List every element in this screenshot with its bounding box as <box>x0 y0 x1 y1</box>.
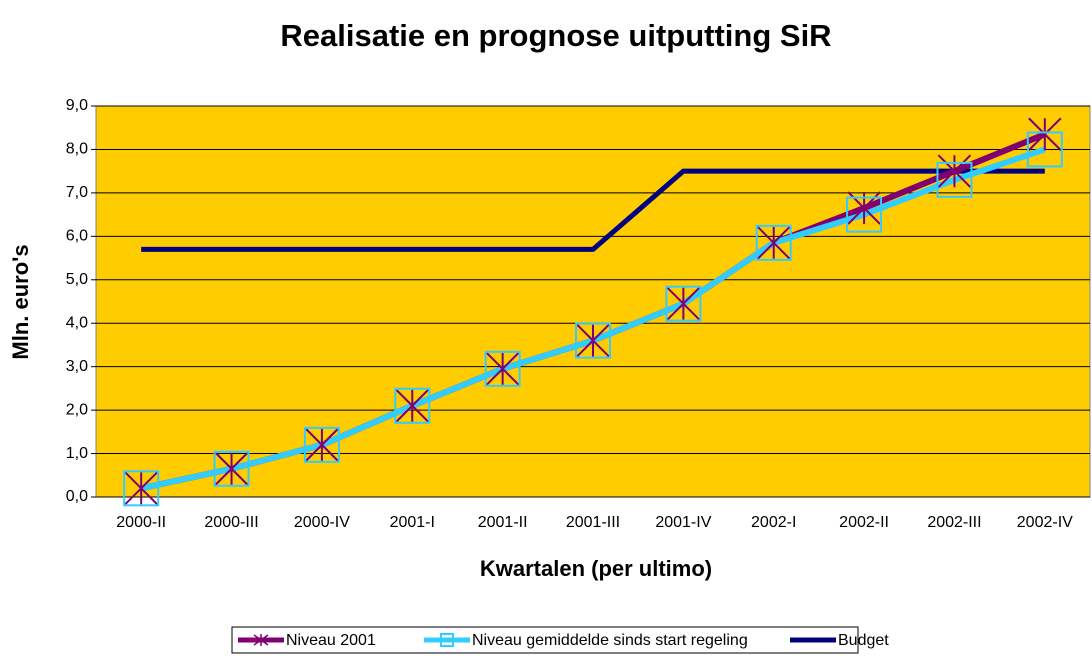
marker-square <box>484 350 521 387</box>
marker-square <box>575 322 611 359</box>
y-tick-label: 8,0 <box>66 141 88 158</box>
marker-square <box>936 161 973 198</box>
chart-title: Realisatie en prognose uitputting SiR <box>280 18 831 53</box>
x-tick-label: 2001-II <box>478 514 528 531</box>
x-tick-label: 2000-II <box>116 514 166 531</box>
x-tick-label: 2001-III <box>566 514 620 531</box>
x-tick-label: 2000-III <box>204 514 258 531</box>
series-line <box>141 168 1045 252</box>
x-tick-label: 2001-IV <box>655 514 711 531</box>
y-axis-title: Mln. euro's <box>8 244 33 359</box>
marker-square <box>755 224 792 261</box>
marker-square <box>123 470 160 507</box>
marker-square <box>213 450 250 487</box>
x-tick-label: 2000-IV <box>294 514 350 531</box>
marker-square <box>394 387 431 424</box>
marker-star <box>757 226 791 260</box>
marker-star <box>485 352 520 386</box>
marker-star <box>124 471 158 506</box>
legend-marker <box>440 633 454 647</box>
legend-box <box>231 626 859 654</box>
y-tick-label: 7,0 <box>66 184 88 201</box>
x-tick-label: 2002-II <box>839 514 889 531</box>
marker-star <box>214 452 249 486</box>
legend-label: Niveau gemiddelde sinds start regeling <box>472 632 748 649</box>
x-tick-label: 2002-I <box>751 514 796 531</box>
marker-square <box>303 426 340 463</box>
y-tick-label: 6,0 <box>66 228 88 245</box>
y-tick-label: 1,0 <box>66 445 88 462</box>
x-tick-label: 2002-IV <box>1017 514 1073 531</box>
y-tick-label: 4,0 <box>66 314 88 331</box>
marker-star <box>937 154 972 188</box>
marker-star <box>666 286 701 321</box>
y-tick-label: 5,0 <box>66 271 88 288</box>
legend-label: Budget <box>838 632 889 649</box>
y-tick-label: 3,0 <box>66 358 88 375</box>
x-axis-title: Kwartalen (per ultimo) <box>480 556 712 581</box>
legend: Niveau 2001 Niveau gemiddelde sinds start… <box>231 626 889 654</box>
marker-star <box>305 428 339 462</box>
marker-square <box>846 196 883 233</box>
plot-area <box>95 105 1091 498</box>
marker-star <box>576 323 610 358</box>
y-tick-label: 0,0 <box>66 488 88 505</box>
x-tick-label: 2001-I <box>390 514 435 531</box>
marker-square <box>665 285 702 322</box>
marker-star <box>395 389 429 423</box>
y-tick-label: 2,0 <box>66 401 88 418</box>
marker-star <box>1028 117 1062 151</box>
y-tick-label: 9,0 <box>66 97 88 114</box>
marker-square <box>1026 131 1063 168</box>
x-tick-label: 2002-III <box>927 514 981 531</box>
legend-label: Niveau 2001 <box>286 632 376 649</box>
